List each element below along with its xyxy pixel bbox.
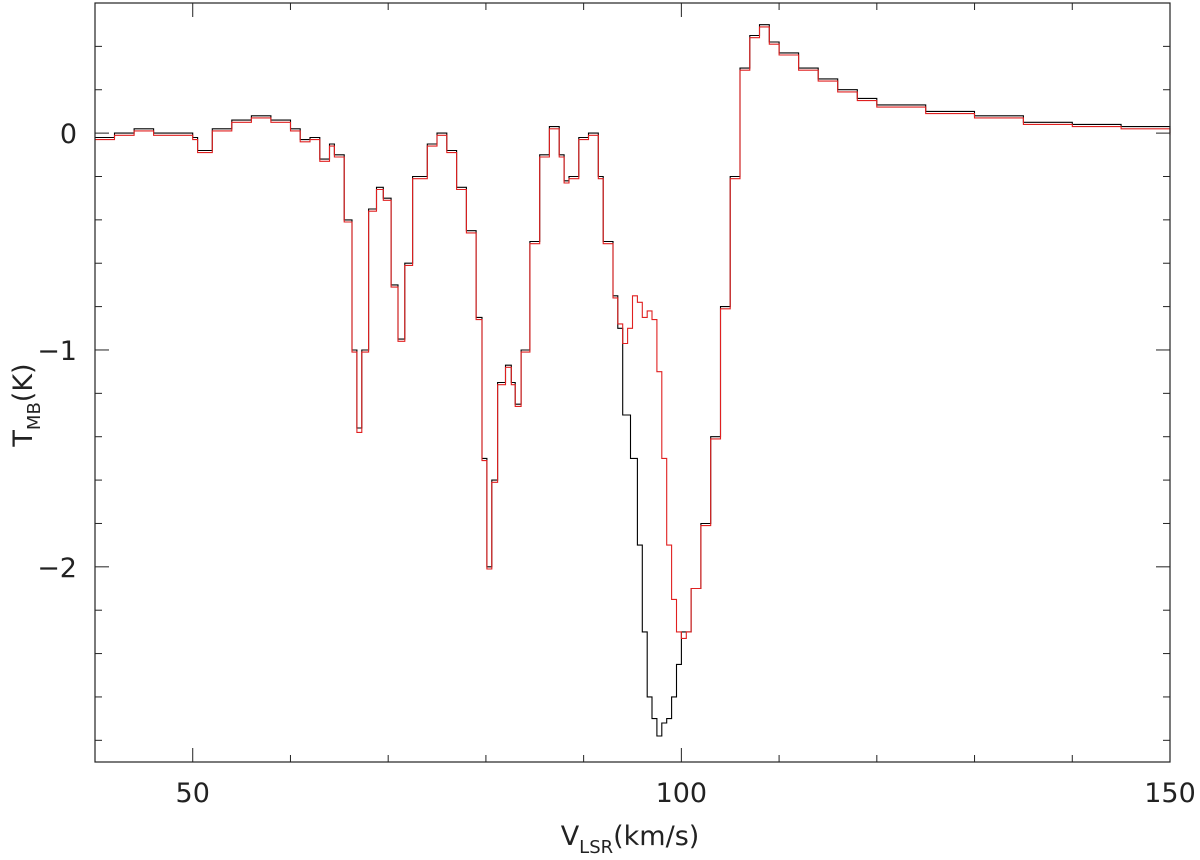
x-tick-label: 150: [1144, 778, 1196, 809]
series-line-2: [95, 26, 1171, 639]
x-axis-label-sub: LSR: [579, 837, 613, 858]
y-axis-label-unit: (K): [8, 363, 39, 402]
x-tick-label: 100: [656, 778, 708, 809]
x-tick-label: 50: [176, 778, 210, 809]
y-tick-label: 0: [60, 119, 77, 150]
y-axis-label: TMB(K): [8, 363, 45, 447]
y-axis-label-sub: MB: [24, 402, 45, 430]
series-layer: [95, 24, 1171, 737]
y-tick-label: −1: [37, 336, 77, 367]
tick-labels-layer: 50 100 150 0 −1 −2: [37, 119, 1196, 809]
plot-frame: [94, 2, 1171, 763]
x-axis-label-unit: (km/s): [613, 821, 699, 852]
x-axis-label-main: V: [561, 821, 580, 852]
ticks-layer: [94, 2, 1171, 762]
series-line-1: [95, 24, 1171, 737]
y-tick-label: −2: [37, 553, 77, 584]
x-axis-label: VLSR(km/s): [561, 821, 700, 858]
y-axis-label-main: T: [8, 430, 39, 448]
